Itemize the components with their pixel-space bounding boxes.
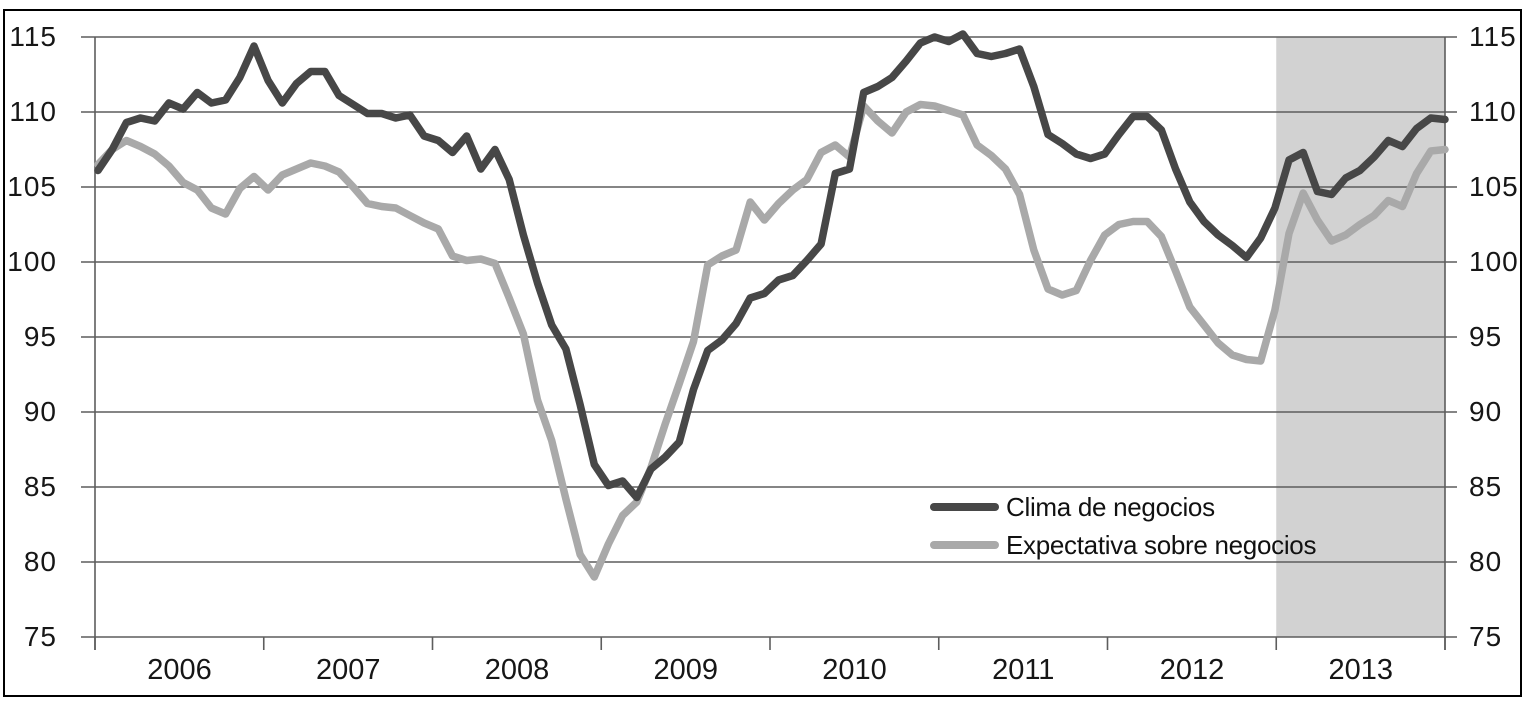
legend-item-expectativa: Expectativa sobre negocios: [930, 530, 1316, 560]
x-axis-label-2007: 2007: [315, 654, 381, 686]
y-axis-label-left-95: 95: [23, 321, 57, 352]
y-axis-label-left-80: 80: [23, 546, 57, 577]
y-axis-label-left-75: 75: [23, 621, 57, 652]
y-axis-label-left-105: 105: [7, 171, 57, 202]
legend-label-expectativa: Expectativa sobre negocios: [1006, 529, 1317, 560]
chart-outer-frame: [3, 9, 1522, 697]
x-axis-label-2006: 2006: [147, 654, 212, 686]
legend-label-clima: Clima de negocios: [1006, 491, 1215, 522]
legend-item-clima: Clima de negocios: [930, 492, 1215, 522]
y-axis-label-right-90: 90: [1469, 396, 1503, 427]
y-axis-label-right-100: 100: [1469, 246, 1519, 277]
x-axis-label-2009: 2009: [653, 654, 718, 686]
y-axis-label-right-80: 80: [1469, 546, 1503, 577]
x-axis-label-2010: 2010: [822, 654, 887, 686]
y-axis-label-left-85: 85: [23, 471, 57, 502]
y-axis-label-right-115: 115: [1469, 21, 1517, 52]
y-axis-label-left-115: 115: [9, 21, 57, 52]
legend-line-swatch-clima: [930, 503, 999, 511]
x-axis-label-2008: 2008: [484, 654, 550, 686]
y-axis-label-left-110: 110: [9, 96, 57, 127]
y-axis-label-right-105: 105: [1469, 171, 1519, 202]
series-line-clima: [94, 30, 1449, 502]
y-axis-label-right-110: 110: [1469, 96, 1517, 127]
legend-line-swatch-expectativa: [930, 541, 999, 549]
x-axis-label-2012: 2012: [1159, 654, 1225, 686]
y-axis-label-left-90: 90: [23, 396, 57, 427]
y-axis-label-right-95: 95: [1469, 321, 1503, 352]
x-axis-label-2013: 2013: [1328, 654, 1393, 686]
x-axis-label-2011: 2011: [992, 654, 1055, 686]
y-axis-label-right-75: 75: [1469, 621, 1503, 652]
y-axis-label-left-100: 100: [7, 246, 57, 277]
y-axis-label-right-85: 85: [1469, 471, 1503, 502]
series-line-expectativa: [94, 100, 1449, 581]
